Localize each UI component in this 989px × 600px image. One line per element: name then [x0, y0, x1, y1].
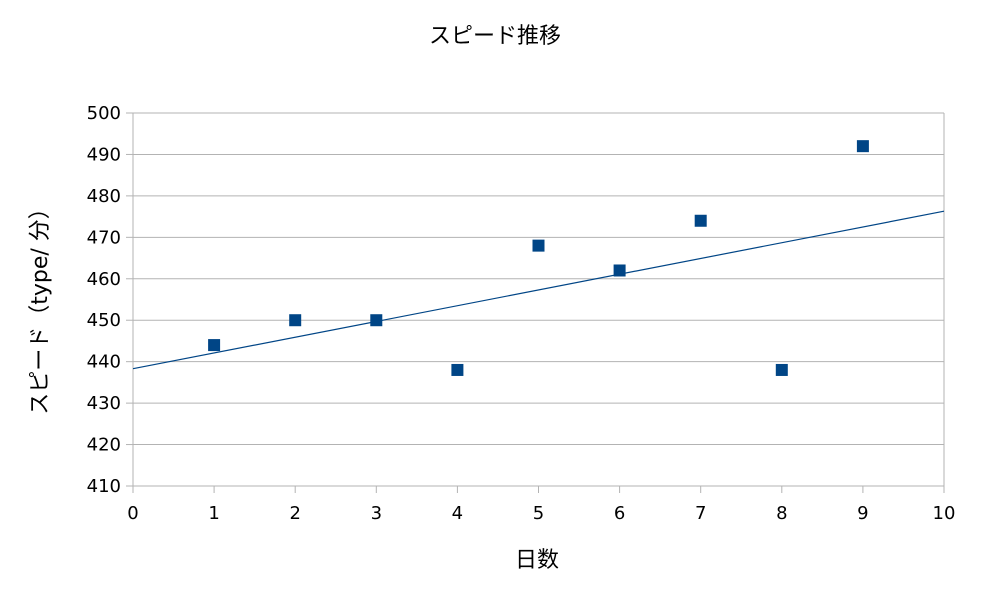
x-tick-label-9: 9 [857, 503, 868, 524]
y-tick-label-450: 450 [87, 310, 121, 331]
y-tick-label-480: 480 [87, 186, 121, 207]
x-tick-label-6: 6 [614, 503, 625, 524]
y-tick-label-460: 460 [87, 269, 121, 290]
x-tick-label-3: 3 [371, 503, 382, 524]
x-tick-label-1: 1 [208, 503, 219, 524]
y-tick-label-440: 440 [87, 352, 121, 373]
axes [126, 112, 945, 493]
x-tick-label-4: 4 [452, 503, 463, 524]
data-point [613, 264, 626, 277]
y-axis-label: スピード（type/ 分） [28, 197, 53, 415]
y-tick-label-470: 470 [87, 227, 121, 248]
data-point [208, 339, 221, 352]
x-axis-label: 日数 [515, 548, 559, 573]
tick-labels: 410 420 430 440 450 460 470 480 490 500 0 1 2 3 4 5 6 7 8 9… [87, 103, 956, 524]
x-tick-label-7: 7 [695, 503, 706, 524]
data-point [451, 363, 464, 376]
y-tick-label-420: 420 [87, 435, 121, 456]
data-point [694, 214, 707, 227]
x-tick-label-5: 5 [533, 503, 544, 524]
data-point [856, 140, 869, 153]
y-tick-label-410: 410 [87, 476, 121, 497]
trendline-layer [132, 210, 945, 370]
x-tick-label-8: 8 [776, 503, 787, 524]
chart-title: スピード推移 [429, 24, 561, 49]
trendline [132, 210, 945, 370]
x-tick-label-2: 2 [289, 503, 300, 524]
data-point [370, 314, 383, 327]
data-point [289, 314, 302, 327]
grid-lines [133, 112, 944, 487]
x-tick-label-10: 10 [933, 503, 956, 524]
data-point [775, 363, 788, 376]
y-tick-label-490: 490 [87, 144, 121, 165]
data-point [532, 239, 545, 252]
y-tick-label-430: 430 [87, 393, 121, 414]
x-tick-label-0: 0 [127, 503, 138, 524]
data-points [208, 140, 869, 376]
y-tick-label-500: 500 [87, 103, 121, 124]
